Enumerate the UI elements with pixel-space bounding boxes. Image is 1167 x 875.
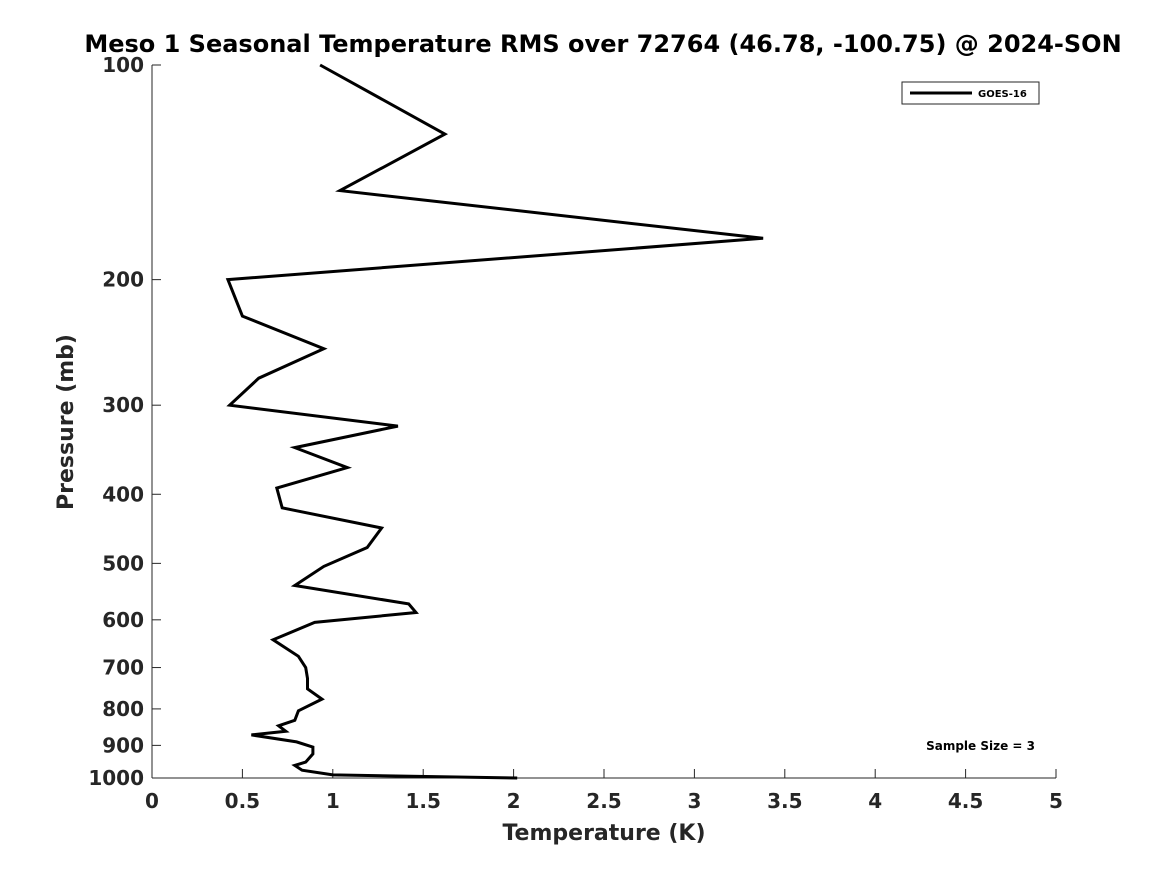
legend: GOES-16: [901, 81, 1040, 105]
chart-title: Meso 1 Seasonal Temperature RMS over 727…: [84, 30, 1121, 58]
x-tick-label: 1.5: [405, 789, 440, 813]
x-tick-label: 1: [326, 789, 340, 813]
x-axis-ticks: 0 0.5 1 1.5 2 2.5 3 3.5 4 4.5 5: [145, 769, 1063, 813]
y-tick-label: 300: [102, 393, 144, 417]
x-tick-label: 0: [145, 789, 159, 813]
sample-size-annotation: Sample Size = 3: [926, 739, 1035, 753]
x-tick-label: 3: [687, 789, 701, 813]
x-tick-label: 0.5: [225, 789, 260, 813]
y-tick-label: 700: [102, 656, 144, 680]
x-tick-label: 4.5: [948, 789, 983, 813]
x-tick-label: 4: [868, 789, 882, 813]
y-axis-ticks: 100 200 300 400 500 600 700 800 900 1000: [88, 53, 161, 790]
series-line-goes-16: [225, 63, 764, 780]
y-tick-label: 800: [102, 697, 144, 721]
y-tick-label: 600: [102, 608, 144, 632]
series-layer: [225, 63, 764, 780]
y-tick-label: 200: [102, 268, 144, 292]
x-tick-label: 2.5: [586, 789, 621, 813]
x-tick-label: 3.5: [767, 789, 802, 813]
y-tick-label: 400: [102, 482, 144, 506]
plot-axes: [151, 65, 1056, 779]
legend-label: GOES-16: [978, 89, 1027, 100]
y-tick-label: 900: [102, 733, 144, 757]
y-axis-label: Pressure (mb): [54, 334, 79, 510]
x-tick-label: 2: [507, 789, 521, 813]
x-tick-label: 5: [1049, 789, 1063, 813]
x-axis-label: Temperature (K): [502, 821, 705, 846]
y-tick-label: 1000: [88, 766, 144, 790]
y-tick-label: 100: [102, 53, 144, 77]
y-tick-label: 500: [102, 551, 144, 575]
